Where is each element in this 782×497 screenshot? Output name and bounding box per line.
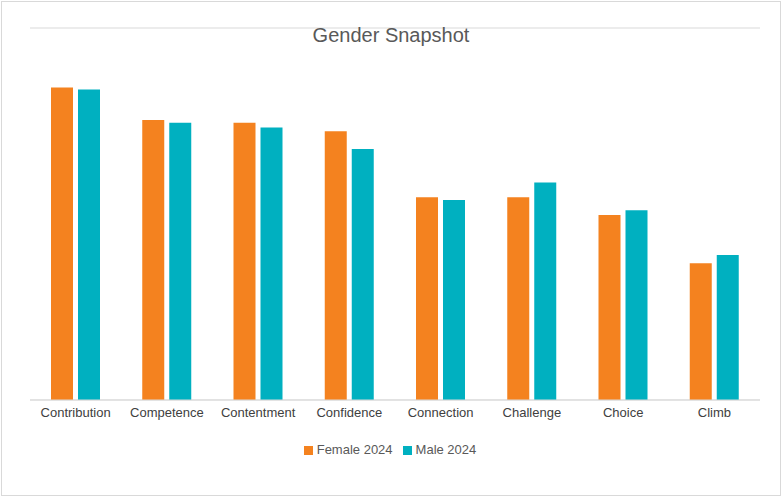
html-text:Male 2024: Male 2024 xyxy=(415,442,477,457)
svg-text:Competence: Competence xyxy=(130,405,204,420)
svg-text:Climb: Climb xyxy=(698,405,731,420)
svg-text:Contribution: Contribution xyxy=(41,405,111,420)
html-text:Gender Snapshot: Gender Snapshot xyxy=(312,24,470,46)
svg-text:Choice: Choice xyxy=(603,405,643,420)
svg-text:Confidence: Confidence xyxy=(316,405,382,420)
svg-text:Challenge: Challenge xyxy=(503,405,562,420)
svg-text:Connection: Connection xyxy=(408,405,474,420)
html-text:Female 2024: Female 2024 xyxy=(316,442,393,457)
svg-text:Contentment: Contentment xyxy=(221,405,296,420)
